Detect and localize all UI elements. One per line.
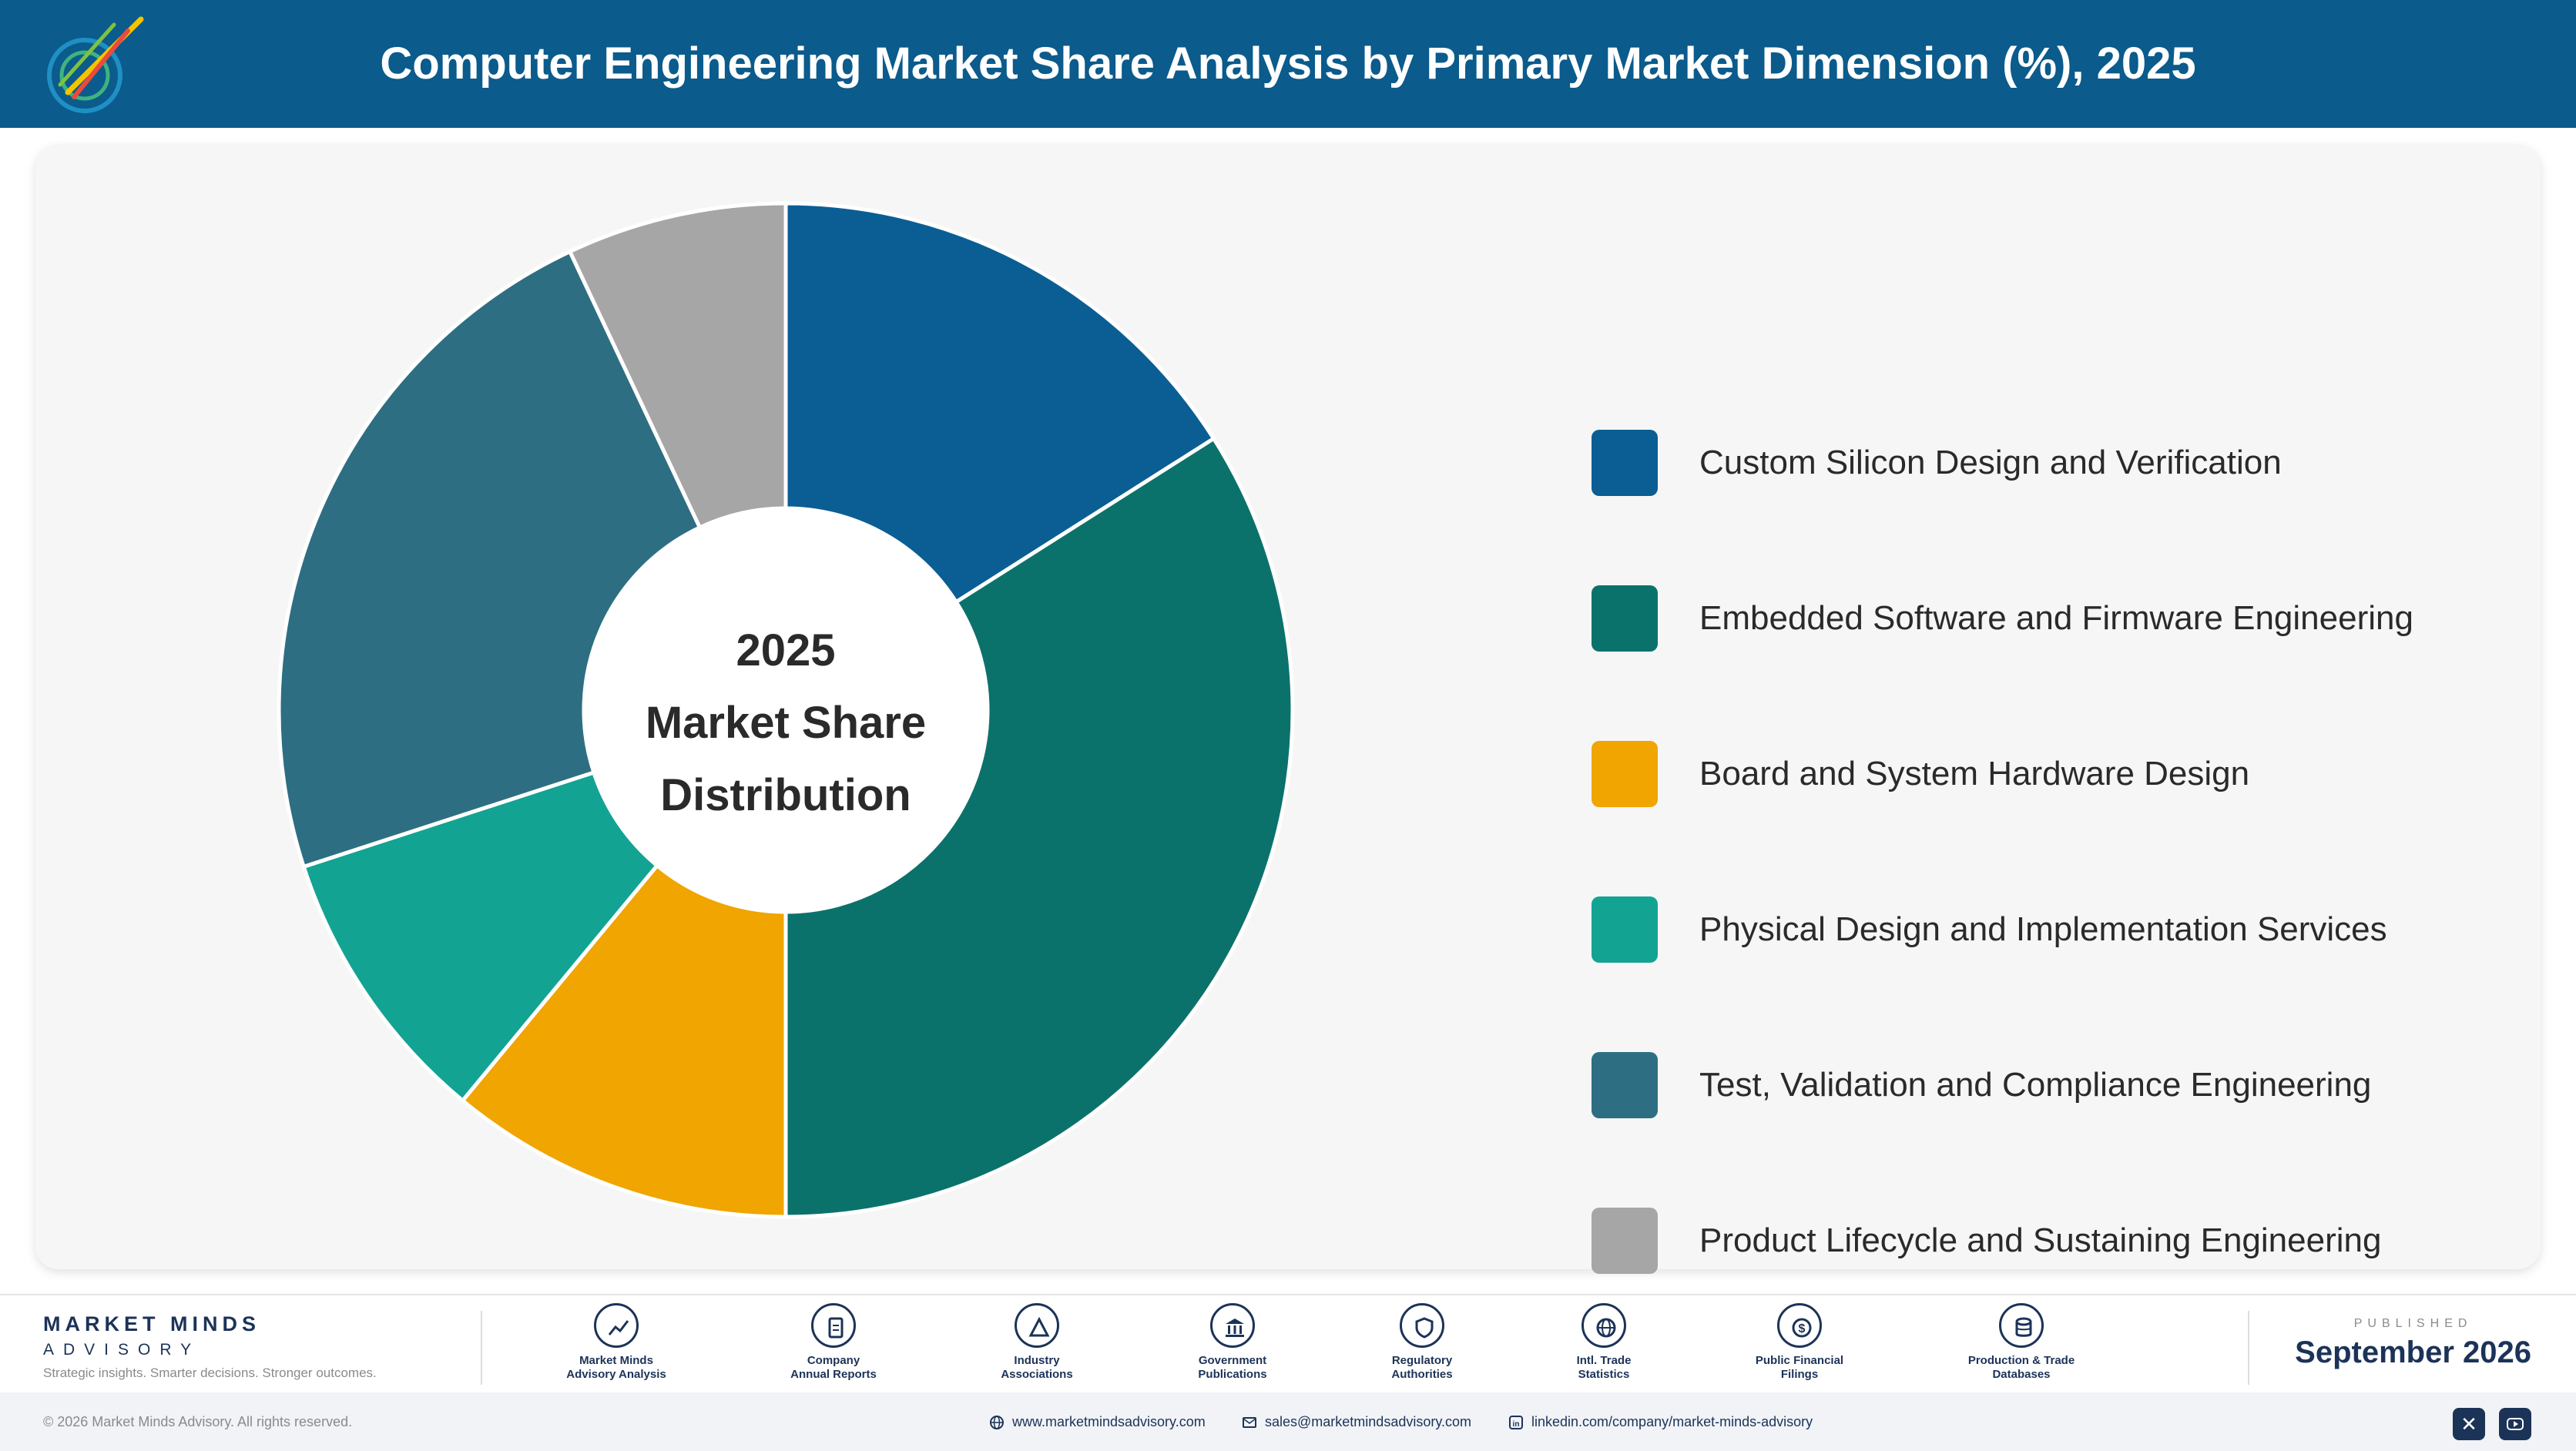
source-item: Industry Associations	[952, 1303, 1122, 1382]
brand: MARKET MINDS ADVISORY Strategic insights…	[43, 1312, 377, 1381]
legend-swatch	[1592, 585, 1658, 652]
center-label: Distribution	[660, 770, 911, 820]
globe-icon	[1581, 1303, 1626, 1348]
donut-hole	[584, 508, 988, 912]
header: Computer Engineering Market Share Analys…	[0, 0, 2576, 128]
database-icon	[1999, 1303, 2044, 1348]
chart-card: 2025 Market Share Distribution Custom Sili…	[35, 145, 2541, 1274]
source-list: Market Minds Advisory Analysis Company A…	[532, 1303, 2303, 1388]
brand-tagline: Strategic insights. Smarter decisions. S…	[43, 1366, 377, 1380]
footer: MARKET MINDS ADVISORY Strategic insights…	[0, 1294, 2576, 1451]
legend-label: Physical Design and Implementation Servi…	[1699, 910, 2387, 948]
website-text: www.marketmindsadvisory.com	[1012, 1414, 1206, 1429]
published-block: PUBLISHED September 2026	[2295, 1317, 2531, 1370]
legend-item: Custom Silicon Design and Verification	[1592, 430, 2516, 496]
legend-label: Custom Silicon Design and Verification	[1699, 444, 2282, 481]
linkedin-text: linkedin.com/company/market-minds-adviso…	[1531, 1414, 1813, 1429]
legend-item: Test, Validation and Compliance Engineer…	[1592, 1052, 2516, 1118]
logo-icon	[47, 16, 144, 113]
youtube-icon[interactable]	[2499, 1408, 2531, 1440]
source-item: Government Publications	[1148, 1303, 1317, 1382]
email-link[interactable]: sales@marketmindsadvisory.com	[1242, 1392, 1471, 1451]
chart-title: Computer Engineering Market Share Analys…	[380, 39, 2196, 89]
source-label: Production & Trade Databases	[1967, 1354, 2075, 1381]
email-text: sales@marketmindsadvisory.com	[1265, 1414, 1472, 1429]
source-label: Intl. Trade Statistics	[1576, 1354, 1632, 1381]
legend-item: Board and System Hardware Design	[1592, 741, 2516, 807]
linkedin-link[interactable]: in linkedin.com/company/market-minds-advi…	[1508, 1392, 1813, 1451]
source-item: Regulatory Authorities	[1337, 1303, 1507, 1382]
website-link[interactable]: www.marketmindsadvisory.com	[989, 1392, 1206, 1451]
legend-label: Embedded Software and Firmware Engineeri…	[1699, 599, 2413, 637]
divider	[481, 1311, 482, 1385]
network-icon	[1015, 1303, 1059, 1348]
brand-sub: ADVISORY	[43, 1341, 201, 1359]
legend-label: Test, Validation and Compliance Engineer…	[1699, 1066, 2372, 1104]
svg-text:in: in	[1513, 1420, 1520, 1429]
legend-swatch	[1592, 430, 1658, 496]
legend-swatch	[1592, 1052, 1658, 1118]
linkedin-icon: in	[1509, 1416, 1523, 1430]
shield-icon	[1400, 1303, 1444, 1348]
dollar-icon: $	[1777, 1303, 1822, 1348]
source-item: Intl. Trade Statistics	[1519, 1303, 1689, 1382]
government-icon	[1210, 1303, 1255, 1348]
center-label: 2025	[736, 625, 835, 675]
document-icon	[811, 1303, 856, 1348]
source-item: Market Minds Advisory Analysis	[532, 1303, 701, 1382]
source-item: $ Public Financial Filings	[1715, 1303, 1884, 1382]
legend-swatch	[1592, 1208, 1658, 1274]
source-item: Company Annual Reports	[749, 1303, 918, 1382]
x-icon[interactable]: ✕	[2453, 1408, 2485, 1440]
svg-text:$: $	[1799, 1322, 1806, 1335]
donut-chart: 2025 Market Share Distribution	[277, 201, 1295, 1219]
published-label: PUBLISHED	[2353, 1317, 2473, 1330]
source-label: Market Minds Advisory Analysis	[566, 1354, 666, 1381]
legend-label: Product Lifecycle and Sustaining Enginee…	[1699, 1221, 2382, 1259]
legend-item: Embedded Software and Firmware Engineeri…	[1592, 585, 2516, 652]
trend-icon	[594, 1303, 639, 1348]
legend-item: Physical Design and Implementation Servi…	[1592, 896, 2516, 963]
legend-item: Product Lifecycle and Sustaining Enginee…	[1592, 1208, 2516, 1274]
source-label: Industry Associations	[1001, 1354, 1073, 1381]
divider	[2248, 1311, 2249, 1385]
source-label: Regulatory Authorities	[1391, 1354, 1453, 1381]
source-item: Production & Trade Databases	[1937, 1303, 2106, 1382]
legend-swatch	[1592, 896, 1658, 963]
copyright: © 2026 Market Minds Advisory. All rights…	[43, 1414, 353, 1429]
bottom-bar: © 2026 Market Minds Advisory. All rights…	[0, 1392, 2576, 1451]
legend-label: Board and System Hardware Design	[1699, 755, 2250, 793]
source-label: Company Annual Reports	[790, 1354, 877, 1381]
globe-icon	[990, 1416, 1004, 1430]
source-label: Government Publications	[1198, 1354, 1267, 1381]
published-date: September 2026	[2295, 1335, 2531, 1369]
mail-icon	[1243, 1417, 1256, 1429]
brand-name: MARKET MINDS	[43, 1312, 260, 1335]
legend-swatch	[1592, 741, 1658, 807]
center-label: Market Share	[646, 698, 926, 748]
source-label: Public Financial Filings	[1755, 1354, 1844, 1381]
